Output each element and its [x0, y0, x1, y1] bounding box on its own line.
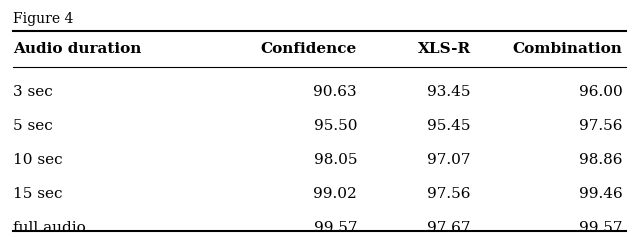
- Text: 15 sec: 15 sec: [13, 187, 62, 201]
- Text: 3 sec: 3 sec: [13, 85, 52, 99]
- Text: full audio: full audio: [13, 221, 85, 235]
- Text: 5 sec: 5 sec: [13, 119, 52, 133]
- Text: Figure 4: Figure 4: [13, 12, 73, 26]
- Text: Combination: Combination: [513, 42, 623, 56]
- Text: 10 sec: 10 sec: [13, 153, 63, 167]
- Text: 90.63: 90.63: [313, 85, 357, 99]
- Text: 95.45: 95.45: [427, 119, 471, 133]
- Text: 99.46: 99.46: [579, 187, 623, 201]
- Text: 99.02: 99.02: [313, 187, 357, 201]
- Text: 99.57: 99.57: [579, 221, 623, 235]
- Text: 97.67: 97.67: [427, 221, 471, 235]
- Text: 98.05: 98.05: [313, 153, 357, 167]
- Text: XLS-R: XLS-R: [418, 42, 471, 56]
- Text: Audio duration: Audio duration: [13, 42, 141, 56]
- Text: 97.56: 97.56: [579, 119, 623, 133]
- Text: Confidence: Confidence: [261, 42, 357, 56]
- Text: 97.56: 97.56: [427, 187, 471, 201]
- Text: 98.86: 98.86: [579, 153, 623, 167]
- Text: 93.45: 93.45: [427, 85, 471, 99]
- Text: 95.50: 95.50: [313, 119, 357, 133]
- Text: 99.57: 99.57: [313, 221, 357, 235]
- Text: 96.00: 96.00: [579, 85, 623, 99]
- Text: 97.07: 97.07: [427, 153, 471, 167]
